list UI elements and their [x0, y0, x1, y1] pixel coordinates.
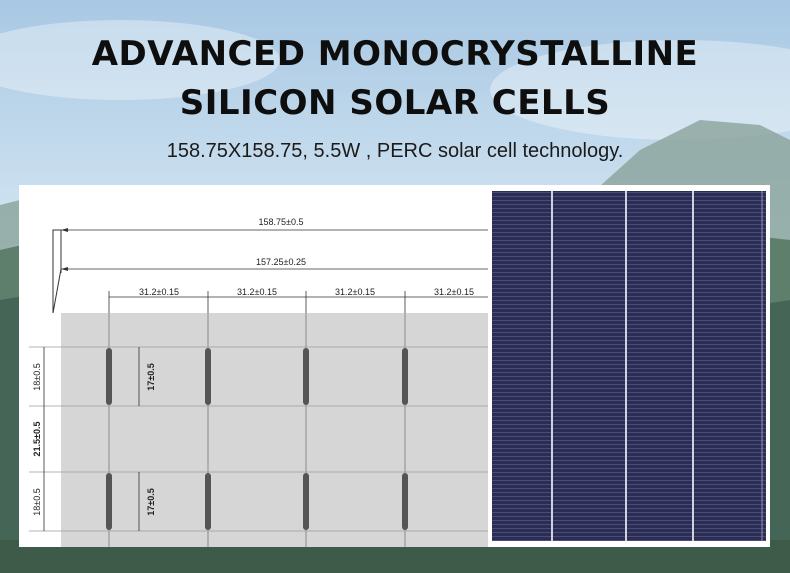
cell-surface [492, 191, 766, 541]
technical-drawing-panel: 158.75±0.5 157.25±0.25 31.2±0.15 31.2±0.… [19, 185, 489, 547]
solar-cell-photo [488, 185, 770, 547]
dim-pitch-label-2: 31.2±0.15 [237, 287, 277, 297]
cell-corner-outline [52, 229, 61, 313]
dim-inner-label: 157.25±0.25 [256, 257, 306, 267]
solder-pad [402, 473, 408, 530]
headline-line-1: ADVANCED MONOCRYSTALLINE [91, 34, 699, 74]
dim-pitch-label-1: 31.2±0.15 [139, 287, 179, 297]
dim-seg-bottom-label: 18±0.5 [32, 488, 42, 515]
dim-seg-mid-label: 21.5±0.5 [32, 422, 42, 457]
solder-pad [205, 348, 211, 405]
solar-cell-image [488, 185, 770, 547]
inner-corner-outline [52, 268, 62, 314]
dim-pad-top-label: 17±0.5 [146, 363, 156, 390]
cell-body [61, 313, 489, 547]
solder-pad [303, 348, 309, 405]
technical-drawing: 158.75±0.5 157.25±0.25 31.2±0.15 31.2±0.… [29, 217, 489, 547]
solder-pad [106, 473, 112, 530]
solder-pad [205, 473, 211, 530]
dim-pitch-label-3: 31.2±0.15 [335, 287, 375, 297]
headline-line-2: SILICON SOLAR CELLS [179, 83, 611, 123]
dim-pad-bottom-label: 17±0.5 [146, 488, 156, 515]
dim-seg-top-label: 18±0.5 [32, 363, 42, 390]
dim-total-label: 158.75±0.5 [259, 217, 304, 227]
solder-pad [402, 348, 408, 405]
solder-pad [106, 348, 112, 405]
subtitle: 158.75X158.75, 5.5W , PERC solar cell te… [166, 140, 624, 162]
dim-pitch-label-4: 31.2±0.15 [434, 287, 474, 297]
solder-pad [303, 473, 309, 530]
